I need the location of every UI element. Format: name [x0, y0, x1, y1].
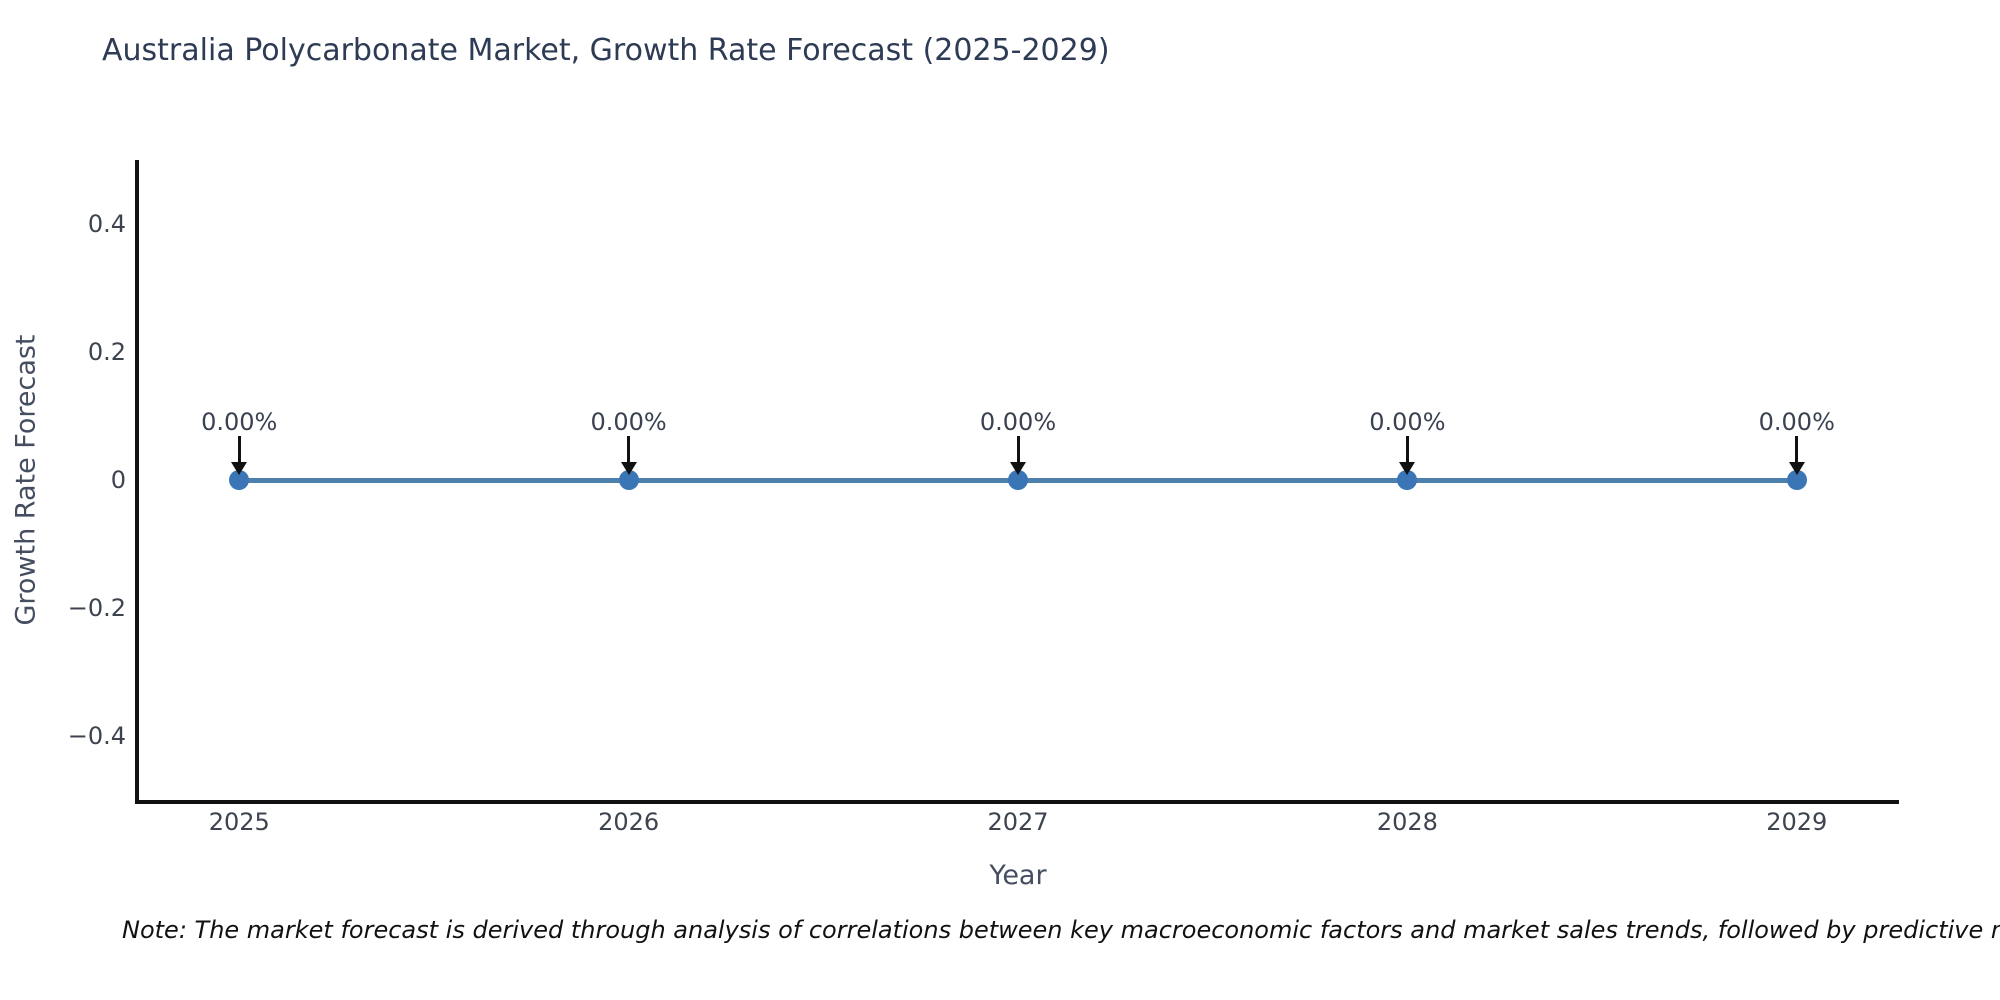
x-tick-label: 2026: [598, 808, 660, 836]
data-point-marker: [1786, 470, 1807, 490]
line-segment: [239, 477, 629, 483]
arrow-head-icon: [1010, 462, 1026, 475]
y-tick-label: −0.2: [67, 594, 126, 622]
data-point-marker: [229, 470, 250, 490]
footnote: Note: The market forecast is derived thr…: [122, 916, 2000, 944]
y-tick-label: 0.4: [87, 210, 126, 238]
arrow-head-icon: [1399, 462, 1416, 475]
arrow-stem: [1405, 436, 1409, 463]
line-segment: [628, 477, 1018, 483]
point-value-label: 0.00%: [1758, 408, 1835, 436]
data-point-marker: [618, 470, 639, 490]
arrow-stem: [1795, 436, 1799, 463]
point-value-label: 0.00%: [201, 408, 278, 436]
chart-title: Australia Polycarbonate Market, Growth R…: [102, 33, 1110, 68]
data-point-marker: [1008, 470, 1028, 490]
x-axis-label: Year: [989, 860, 1047, 891]
arrow-stem: [1016, 436, 1020, 463]
y-axis-line: [135, 160, 139, 804]
arrow-head-icon: [620, 462, 637, 475]
point-value-label: 0.00%: [979, 408, 1057, 436]
arrow-head-icon: [231, 462, 248, 475]
data-point-marker: [1397, 470, 1418, 490]
arrow-stem: [627, 436, 631, 463]
x-tick-label: 2025: [208, 808, 270, 836]
arrow-head-icon: [1788, 462, 1805, 475]
y-tick-label: 0.2: [87, 338, 126, 366]
y-tick-label: 0: [110, 466, 126, 494]
x-tick-label: 2029: [1766, 808, 1828, 836]
x-tick-label: 2027: [987, 808, 1049, 836]
x-tick-label: 2028: [1376, 808, 1438, 836]
y-tick-label: −0.4: [67, 722, 126, 750]
x-axis-line: [135, 800, 1899, 804]
point-value-label: 0.00%: [1369, 408, 1446, 436]
line-segment: [1018, 477, 1408, 483]
line-segment: [1407, 477, 1797, 483]
point-value-label: 0.00%: [590, 408, 667, 436]
arrow-stem: [237, 436, 241, 463]
